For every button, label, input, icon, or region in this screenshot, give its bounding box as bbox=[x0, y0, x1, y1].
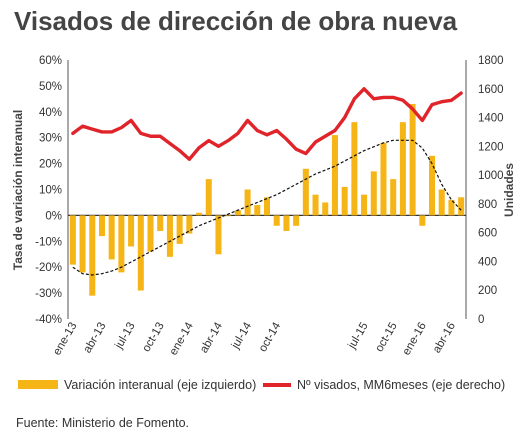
y-tick-left: 20% bbox=[39, 159, 62, 171]
x-tick-label: oct-15 bbox=[373, 321, 399, 355]
y-tick-left: -10% bbox=[35, 236, 62, 248]
bar bbox=[186, 215, 193, 234]
y-tick-left: 40% bbox=[39, 107, 62, 119]
y-tick-left: 10% bbox=[39, 185, 62, 197]
bar bbox=[244, 189, 251, 216]
x-tick-label: jul-15 bbox=[346, 321, 371, 352]
bar bbox=[234, 210, 241, 216]
bar bbox=[283, 215, 290, 231]
y-tick-left: 60% bbox=[39, 55, 62, 67]
bar bbox=[176, 215, 183, 244]
bar bbox=[322, 202, 329, 216]
bar bbox=[429, 155, 436, 216]
y-tick-left: 50% bbox=[39, 81, 62, 93]
trend-line bbox=[72, 139, 462, 276]
x-axis: ene-13 abr-13 jul-13 oct-13 ene-14 abr-14 jul-… bbox=[51, 320, 458, 358]
bar bbox=[438, 189, 445, 216]
line-visados bbox=[71, 87, 463, 161]
plot-area bbox=[67, 60, 467, 319]
legend-label-bars: Variación interanual (eje izquierdo) bbox=[64, 378, 256, 392]
bar bbox=[361, 194, 368, 216]
bar bbox=[351, 122, 358, 216]
legend: Variación interanual (eje izquierdo) Nº … bbox=[18, 378, 505, 392]
y-axis-left: -40% -30% -20% -10% 0% 10% 20% 30% 40% 50% 60% bbox=[35, 55, 62, 326]
bar bbox=[293, 215, 300, 226]
y-tick-right: 800 bbox=[478, 199, 497, 211]
legend-swatch-bars bbox=[18, 380, 58, 389]
bar bbox=[331, 135, 338, 216]
x-tick-label: ene-14 bbox=[168, 320, 197, 358]
bar bbox=[196, 212, 203, 216]
y-tick-left: -30% bbox=[35, 288, 62, 300]
bar bbox=[205, 179, 212, 216]
bar bbox=[166, 215, 173, 257]
legend-label-line: Nº visados, MM6meses (eje derecho) bbox=[297, 378, 505, 392]
bar bbox=[390, 179, 397, 216]
bar bbox=[254, 205, 261, 216]
y-tick-right: 1000 bbox=[478, 170, 504, 182]
bar bbox=[419, 215, 426, 226]
bar bbox=[147, 215, 154, 252]
y-tick-right: 1600 bbox=[478, 84, 504, 96]
bar bbox=[458, 197, 465, 216]
y-tick-right: 0 bbox=[478, 314, 484, 326]
x-tick-label: ene-13 bbox=[51, 321, 79, 358]
bar bbox=[79, 215, 86, 273]
bar bbox=[448, 199, 455, 216]
bar bbox=[108, 215, 115, 260]
y-axis-right: 0 200 400 600 800 1000 1200 1400 1600 1800 bbox=[478, 55, 504, 326]
x-tick-label: abr-14 bbox=[198, 320, 225, 355]
bar bbox=[128, 215, 135, 247]
x-tick-label: ene-16 bbox=[401, 321, 429, 358]
y-tick-right: 600 bbox=[478, 228, 497, 240]
y-tick-left: -40% bbox=[35, 314, 62, 326]
y-tick-left: 30% bbox=[39, 133, 62, 145]
x-tick-label: oct-14 bbox=[257, 320, 284, 354]
bar bbox=[69, 215, 76, 265]
bar bbox=[399, 122, 406, 216]
y-tick-right: 1400 bbox=[478, 113, 504, 125]
y-tick-right: 200 bbox=[478, 285, 497, 297]
line-series bbox=[71, 87, 463, 276]
bar bbox=[409, 104, 416, 216]
bar bbox=[370, 171, 377, 216]
bar bbox=[89, 215, 96, 296]
x-tick-label: abr-13 bbox=[82, 321, 109, 356]
chart-title: Visados de dirección de obra nueva bbox=[14, 6, 458, 36]
bar bbox=[380, 142, 387, 216]
x-tick-label: jul-14 bbox=[229, 320, 254, 352]
bar bbox=[98, 215, 105, 237]
y-tick-right: 400 bbox=[478, 256, 497, 268]
x-tick-label: oct-13 bbox=[140, 321, 166, 355]
bar bbox=[137, 215, 144, 291]
x-tick-label: abr-16 bbox=[431, 321, 458, 356]
bar bbox=[118, 215, 125, 273]
bar bbox=[302, 168, 309, 216]
bar bbox=[215, 215, 222, 255]
source-note: Fuente: Ministerio de Fomento. bbox=[16, 416, 189, 430]
x-tick-label: jul-13 bbox=[113, 321, 138, 352]
y-tick-right: 1800 bbox=[478, 55, 504, 67]
bar bbox=[273, 215, 280, 226]
bar bbox=[312, 194, 319, 216]
y-tick-left: 0% bbox=[45, 210, 62, 222]
bar-series bbox=[69, 104, 465, 296]
bar bbox=[341, 186, 348, 216]
bar bbox=[225, 215, 232, 217]
y-tick-left: -20% bbox=[35, 262, 62, 274]
y-tick-right: 1200 bbox=[478, 141, 504, 153]
bar bbox=[263, 197, 271, 216]
y-axis-left-label: Tasa de variación interanual bbox=[11, 110, 25, 271]
y-axis-right-label: Unidades bbox=[502, 163, 516, 217]
bar bbox=[157, 215, 164, 231]
